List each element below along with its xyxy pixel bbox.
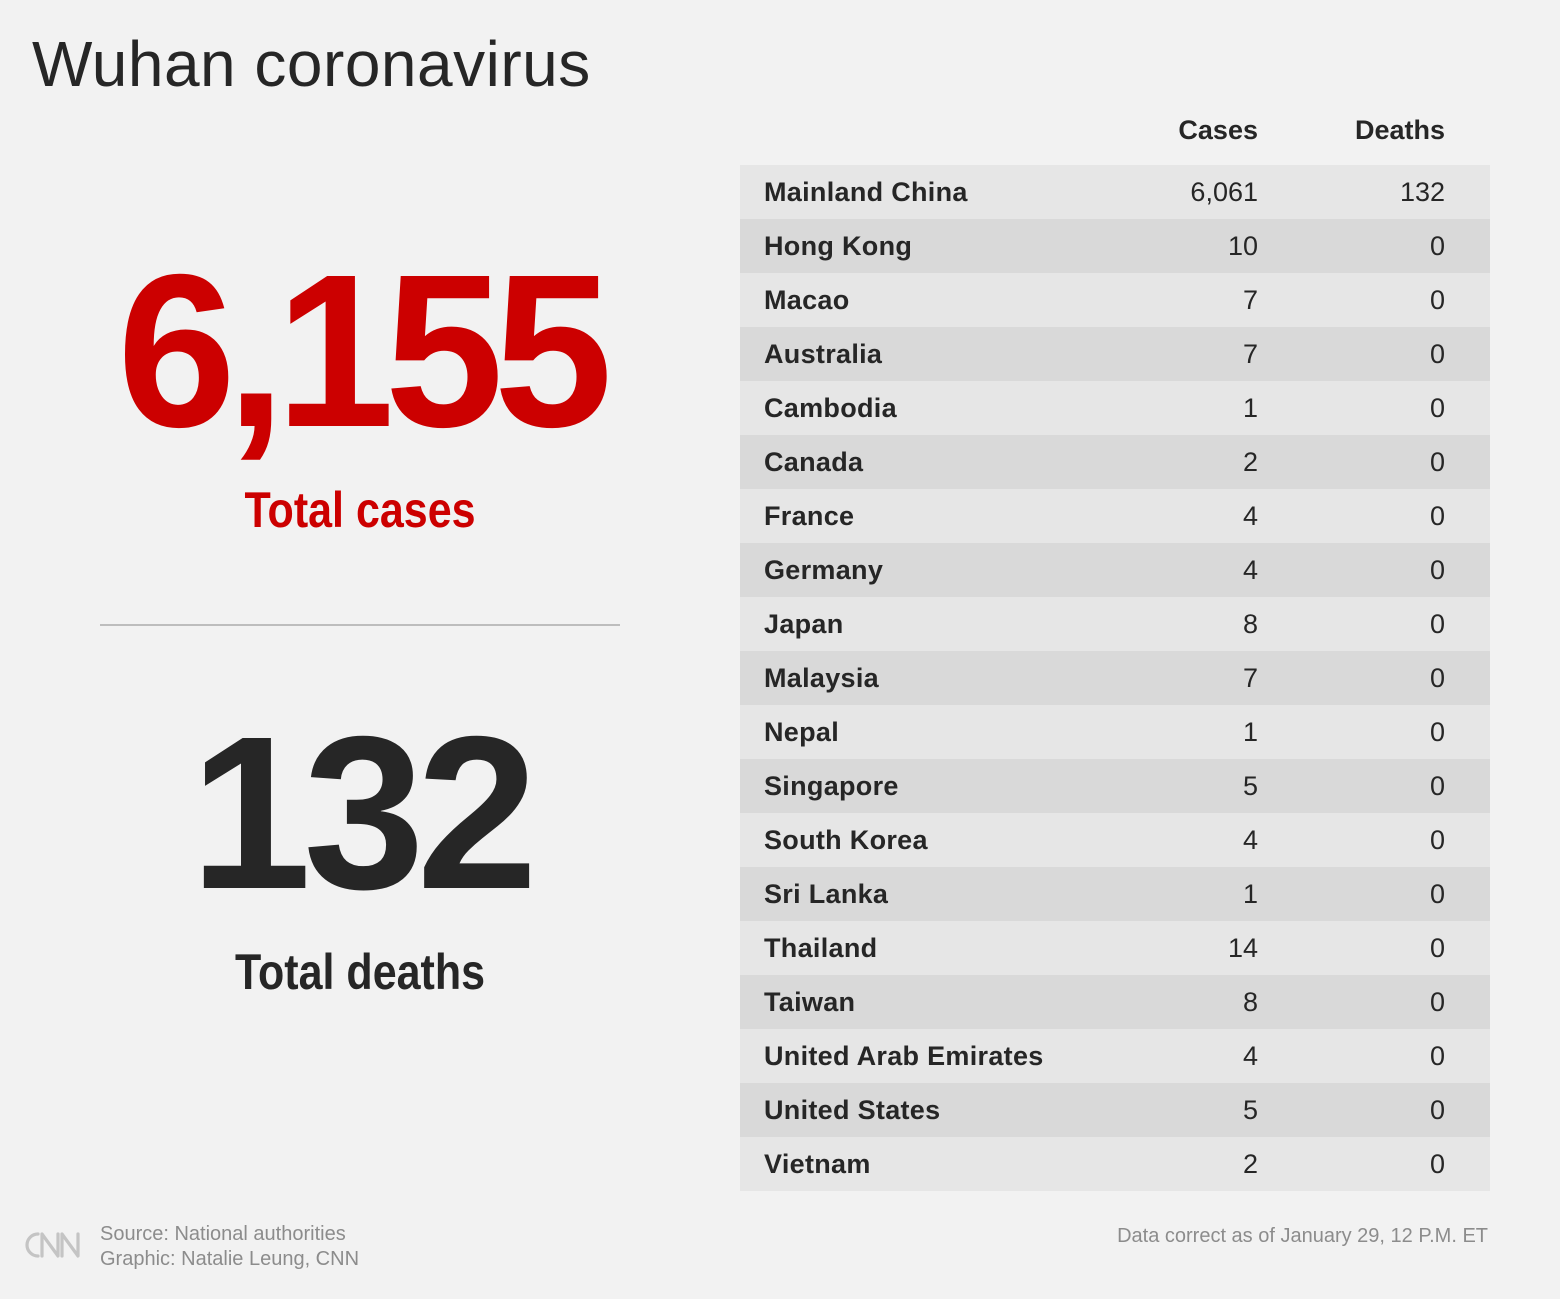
table-row: United States 5 0 xyxy=(740,1083,1490,1137)
deaths-value: 0 xyxy=(1429,231,1445,261)
table-row: Canada 2 0 xyxy=(740,435,1490,489)
country-name: Sri Lanka xyxy=(764,879,889,909)
country-name: Macao xyxy=(764,285,850,315)
cases-value: 8 xyxy=(1242,987,1258,1017)
cases-value: 1 xyxy=(1242,879,1258,909)
total-cases-label: Total cases xyxy=(244,482,476,538)
deaths-value: 132 xyxy=(1399,177,1445,207)
country-name: Taiwan xyxy=(764,987,856,1017)
cases-value: 7 xyxy=(1242,285,1258,315)
table-row: Cambodia 1 0 xyxy=(740,381,1490,435)
table-row: Germany 4 0 xyxy=(740,543,1490,597)
deaths-value: 0 xyxy=(1429,447,1445,477)
table-row: France 4 0 xyxy=(740,489,1490,543)
total-cases-value: 6,155 xyxy=(117,230,612,473)
country-name: Hong Kong xyxy=(764,231,913,261)
table-row: Japan 8 0 xyxy=(740,597,1490,651)
table-row: Australia 7 0 xyxy=(740,327,1490,381)
cases-value: 1 xyxy=(1242,393,1258,423)
country-name: Malaysia xyxy=(764,663,879,693)
cases-value: 2 xyxy=(1242,447,1258,477)
table-row: Hong Kong 10 0 xyxy=(740,219,1490,273)
source-line: Source: National authorities xyxy=(100,1223,346,1245)
deaths-value: 0 xyxy=(1429,501,1445,531)
cases-value: 7 xyxy=(1242,663,1258,693)
country-table: Mainland China 6,061 132 Hong Kong 10 0 Macao 7… xyxy=(740,165,1490,1191)
cnn-logo xyxy=(25,1232,80,1258)
cases-value: 5 xyxy=(1242,771,1258,801)
table-row: United Arab Emirates 4 0 xyxy=(740,1029,1490,1083)
country-name: Cambodia xyxy=(764,393,897,423)
deaths-value: 0 xyxy=(1429,663,1445,693)
table-row: Vietnam 2 0 xyxy=(740,1137,1490,1191)
cases-value: 4 xyxy=(1242,555,1258,585)
deaths-value: 0 xyxy=(1429,825,1445,855)
table-row: Mainland China 6,061 132 xyxy=(740,165,1490,219)
page-title: Wuhan coronavirus xyxy=(32,28,591,100)
cases-value: 7 xyxy=(1242,339,1258,369)
column-header-cases: Cases xyxy=(1178,115,1258,145)
deaths-value: 0 xyxy=(1429,393,1445,423)
deaths-value: 0 xyxy=(1429,1149,1445,1179)
deaths-value: 0 xyxy=(1429,933,1445,963)
column-header-deaths: Deaths xyxy=(1354,115,1445,145)
country-name: Vietnam xyxy=(764,1149,871,1179)
deaths-value: 0 xyxy=(1429,285,1445,315)
deaths-value: 0 xyxy=(1429,1095,1445,1125)
deaths-value: 0 xyxy=(1429,1041,1445,1071)
total-deaths-value: 132 xyxy=(190,692,538,935)
deaths-value: 0 xyxy=(1429,717,1445,747)
table-row: Sri Lanka 1 0 xyxy=(740,867,1490,921)
deaths-value: 0 xyxy=(1429,339,1445,369)
cases-value: 5 xyxy=(1242,1095,1258,1125)
table-row: Macao 7 0 xyxy=(740,273,1490,327)
country-name: France xyxy=(764,501,855,531)
country-name: United States xyxy=(764,1095,941,1125)
table-row: South Korea 4 0 xyxy=(740,813,1490,867)
cases-value: 4 xyxy=(1242,501,1258,531)
cases-value: 8 xyxy=(1242,609,1258,639)
cases-value: 4 xyxy=(1242,825,1258,855)
country-name: Singapore xyxy=(764,771,899,801)
country-name: Canada xyxy=(764,447,864,477)
deaths-value: 0 xyxy=(1429,987,1445,1017)
cases-value: 6,061 xyxy=(1190,177,1258,207)
data-timestamp: Data correct as of January 29, 12 P.M. E… xyxy=(1117,1225,1488,1247)
country-name: Australia xyxy=(764,339,883,369)
country-name: Mainland China xyxy=(764,177,968,207)
graphic-credit: Graphic: Natalie Leung, CNN xyxy=(100,1248,360,1270)
deaths-value: 0 xyxy=(1429,879,1445,909)
country-name: Nepal xyxy=(764,717,840,747)
source-credits: Source: National authorities Graphic: Na… xyxy=(100,1222,359,1272)
cases-value: 1 xyxy=(1242,717,1258,747)
country-name: United Arab Emirates xyxy=(764,1041,1044,1071)
deaths-value: 0 xyxy=(1429,609,1445,639)
country-name: Thailand xyxy=(764,933,878,963)
deaths-value: 0 xyxy=(1429,555,1445,585)
table-row: Thailand 14 0 xyxy=(740,921,1490,975)
cases-value: 4 xyxy=(1242,1041,1258,1071)
country-name: Germany xyxy=(764,555,884,585)
deaths-value: 0 xyxy=(1429,771,1445,801)
table-row: Nepal 1 0 xyxy=(740,705,1490,759)
total-deaths-label: Total deaths xyxy=(234,944,486,1000)
table-row: Singapore 5 0 xyxy=(740,759,1490,813)
table-row: Malaysia 7 0 xyxy=(740,651,1490,705)
table-row: Taiwan 8 0 xyxy=(740,975,1490,1029)
cases-value: 14 xyxy=(1227,933,1258,963)
cases-value: 2 xyxy=(1242,1149,1258,1179)
country-name: Japan xyxy=(764,609,844,639)
cases-value: 10 xyxy=(1227,231,1258,261)
country-name: South Korea xyxy=(764,825,928,855)
stats-divider xyxy=(100,624,620,626)
